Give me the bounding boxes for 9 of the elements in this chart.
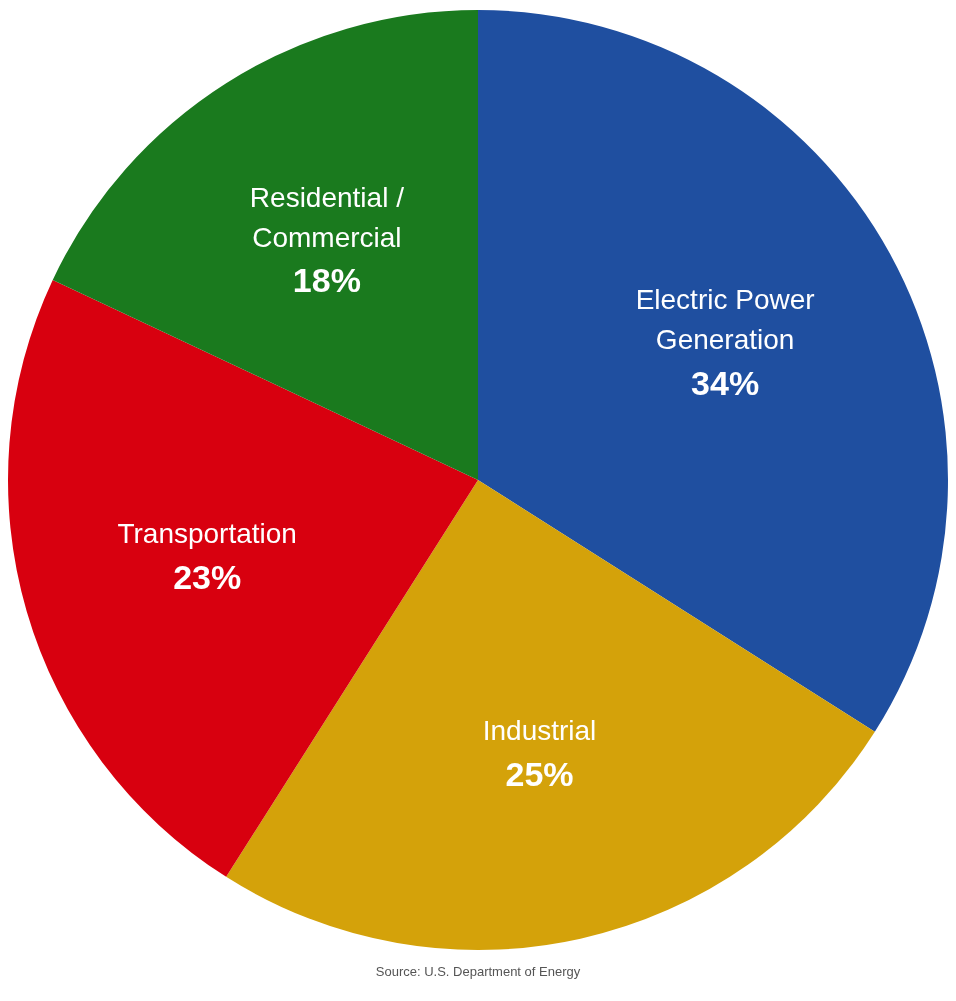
slice-label: Transportation [117,518,297,550]
data-label: 18% [292,261,361,300]
slice-label: Residential / Commercial [249,181,405,253]
data-label: 23% [173,558,242,597]
source-note: Source: U.S. Department of Energy [374,964,582,979]
slice-label: Industrial [482,714,597,746]
data-label: 25% [505,754,574,793]
slice-label: Electric Power Generation [635,283,815,355]
data-label: 34% [691,363,760,402]
